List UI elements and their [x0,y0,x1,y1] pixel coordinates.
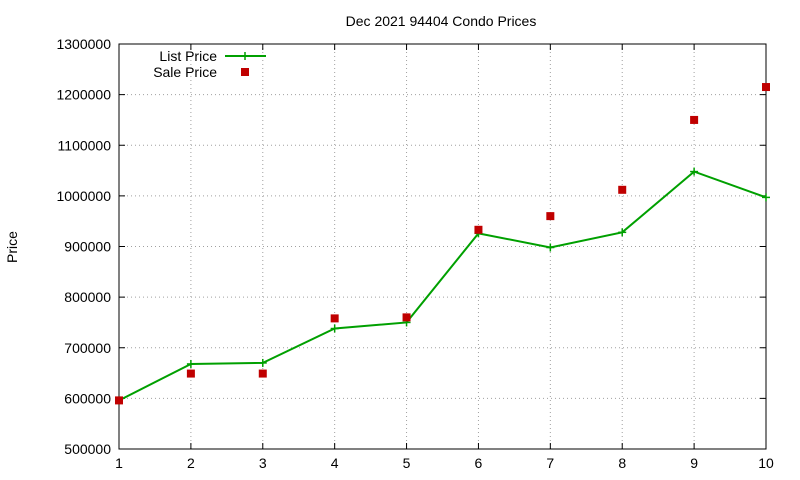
list-price-point [330,324,339,333]
list-price-point [186,359,195,368]
x-tick-label: 9 [690,455,698,471]
sale-price-point [618,185,627,194]
y-tick-label: 600000 [64,390,111,406]
legend-label: Sale Price [153,64,217,80]
ticks: 5000006000007000008000009000001000000110… [56,36,774,471]
x-tick-label: 4 [331,455,339,471]
y-tick-label: 1100000 [58,137,112,153]
sale-price-point [258,369,267,378]
series [115,83,770,405]
sale-price-series [115,83,770,405]
x-tick-label: 3 [259,455,267,471]
sale-price-point [474,225,483,234]
x-tick-label: 8 [618,455,626,471]
y-axis-label: Price [4,231,20,263]
y-tick-label: 900000 [64,239,111,255]
x-tick-label: 5 [403,455,411,471]
x-tick-label: 10 [758,455,774,471]
list-price-point [762,193,770,202]
y-tick-label: 1300000 [56,36,111,52]
x-tick-label: 6 [475,455,483,471]
plot-frame [118,43,767,450]
legend-swatch-marker [241,52,249,60]
y-tick-label: 1200000 [56,87,111,103]
list-price-line [118,170,767,402]
x-tick-label: 7 [546,455,554,471]
y-tick-label: 1000000 [56,188,111,204]
list-price-point [546,243,555,252]
x-tick-label: 2 [187,455,195,471]
legend-label: List Price [159,48,217,64]
legend-swatch-marker [241,68,249,76]
sale-price-point [115,396,123,405]
list-price-point [618,228,627,237]
x-tick-label: 1 [115,455,123,471]
list-price-series [115,167,770,405]
sale-price-point [330,314,339,323]
chart-title: Dec 2021 94404 Condo Prices [346,13,537,29]
sale-price-point [402,313,411,322]
sale-price-point [546,212,555,221]
sale-price-point [690,115,699,124]
grid [119,44,766,449]
y-tick-label: 500000 [64,441,111,457]
sale-price-point [186,369,195,378]
y-tick-label: 700000 [64,340,111,356]
y-tick-label: 800000 [64,289,111,305]
list-price-point [690,167,699,176]
sale-price-point [762,83,770,92]
list-price-point [258,358,267,367]
